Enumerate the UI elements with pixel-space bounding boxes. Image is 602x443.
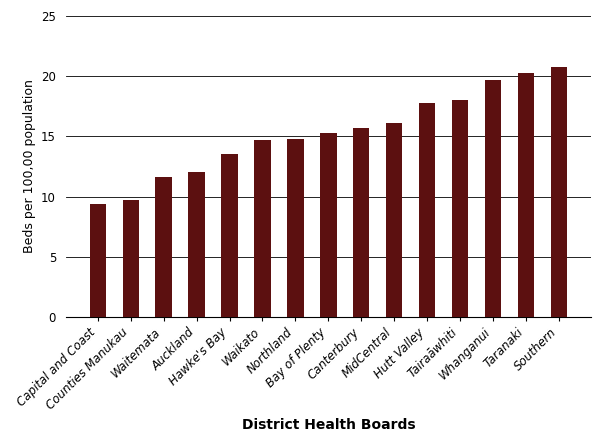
Bar <box>386 123 402 317</box>
Bar <box>518 73 534 317</box>
Bar <box>188 172 205 317</box>
Bar <box>452 100 468 317</box>
Bar <box>123 200 139 317</box>
Bar <box>551 66 567 317</box>
Bar <box>90 204 106 317</box>
Bar <box>419 103 435 317</box>
Bar <box>222 155 238 317</box>
Bar <box>320 133 337 317</box>
Y-axis label: Beds per 100,00 population: Beds per 100,00 population <box>23 79 36 253</box>
Bar <box>254 140 271 317</box>
Bar <box>353 128 370 317</box>
Bar <box>155 177 172 317</box>
Bar <box>485 80 501 317</box>
X-axis label: District Health Boards: District Health Boards <box>241 418 415 432</box>
Bar <box>287 139 303 317</box>
